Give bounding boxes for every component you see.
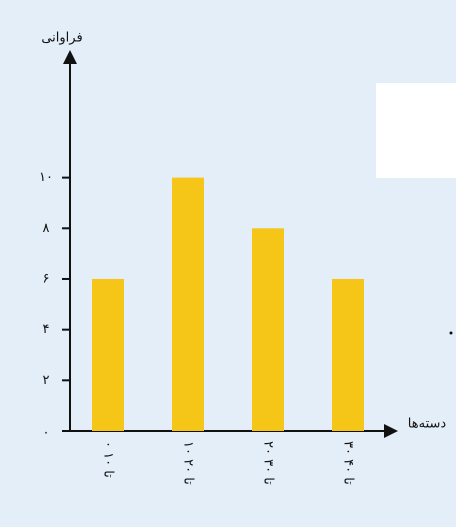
blank-box xyxy=(376,83,456,178)
y-tick-label: ۸ xyxy=(43,221,50,236)
y-arrow xyxy=(63,50,77,64)
x-tick-label: ۰ تا ۱۰ xyxy=(101,441,116,478)
dot xyxy=(449,331,453,335)
x-arrow xyxy=(384,424,398,438)
y-tick-label: ۴ xyxy=(43,322,50,337)
bar xyxy=(252,228,284,431)
x-tick-label: ۱۰ تا ۲۰ xyxy=(181,441,196,485)
y-axis-label: فراوانی xyxy=(41,31,82,46)
y-tick-label: ۰ xyxy=(43,426,50,441)
x-tick-label: ۲۰ تا ۳۰ xyxy=(261,441,276,485)
bar xyxy=(332,278,364,431)
bar xyxy=(92,278,124,431)
y-tick-label: ۱۰ xyxy=(39,170,53,185)
bar xyxy=(172,177,204,431)
x-axis-label: دسته‌ها xyxy=(408,417,447,432)
y-tick-label: ۲ xyxy=(43,373,50,388)
x-tick-label: ۳۰ تا ۴۰ xyxy=(341,441,356,485)
y-tick-label: ۶ xyxy=(43,271,50,286)
